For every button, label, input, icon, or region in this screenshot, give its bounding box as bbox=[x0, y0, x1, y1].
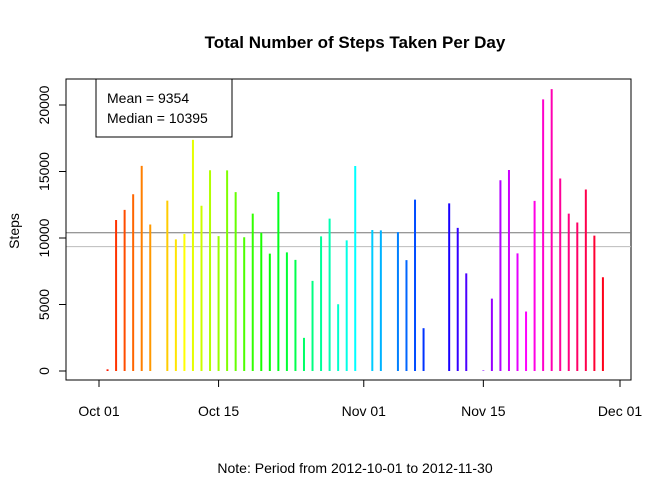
y-tick-label: 20000 bbox=[36, 85, 52, 124]
chart-title: Total Number of Steps Taken Per Day bbox=[205, 33, 506, 52]
y-axis-label: Steps bbox=[6, 213, 22, 249]
legend-entry: Median = 10395 bbox=[107, 110, 208, 126]
x-tick-label: Nov 15 bbox=[461, 403, 506, 419]
y-tick-label: 0 bbox=[36, 367, 52, 375]
legend-entry: Mean = 9354 bbox=[107, 90, 189, 106]
legend-box bbox=[95, 78, 233, 138]
x-tick-label: Oct 01 bbox=[78, 403, 119, 419]
period-note: Note: Period from 2012-10-01 to 2012-11-… bbox=[217, 460, 492, 476]
y-tick-label: 10000 bbox=[36, 218, 52, 257]
x-tick-label: Dec 01 bbox=[598, 403, 643, 419]
x-tick-label: Oct 15 bbox=[198, 403, 239, 419]
y-tick-label: 5000 bbox=[36, 289, 52, 320]
x-tick-label: Nov 01 bbox=[342, 403, 387, 419]
y-tick-label: 15000 bbox=[36, 152, 52, 191]
plot-area: 0 5000 10000 15000 20000 Oct 01 Oct 15 Nov 01 No… bbox=[36, 78, 643, 419]
